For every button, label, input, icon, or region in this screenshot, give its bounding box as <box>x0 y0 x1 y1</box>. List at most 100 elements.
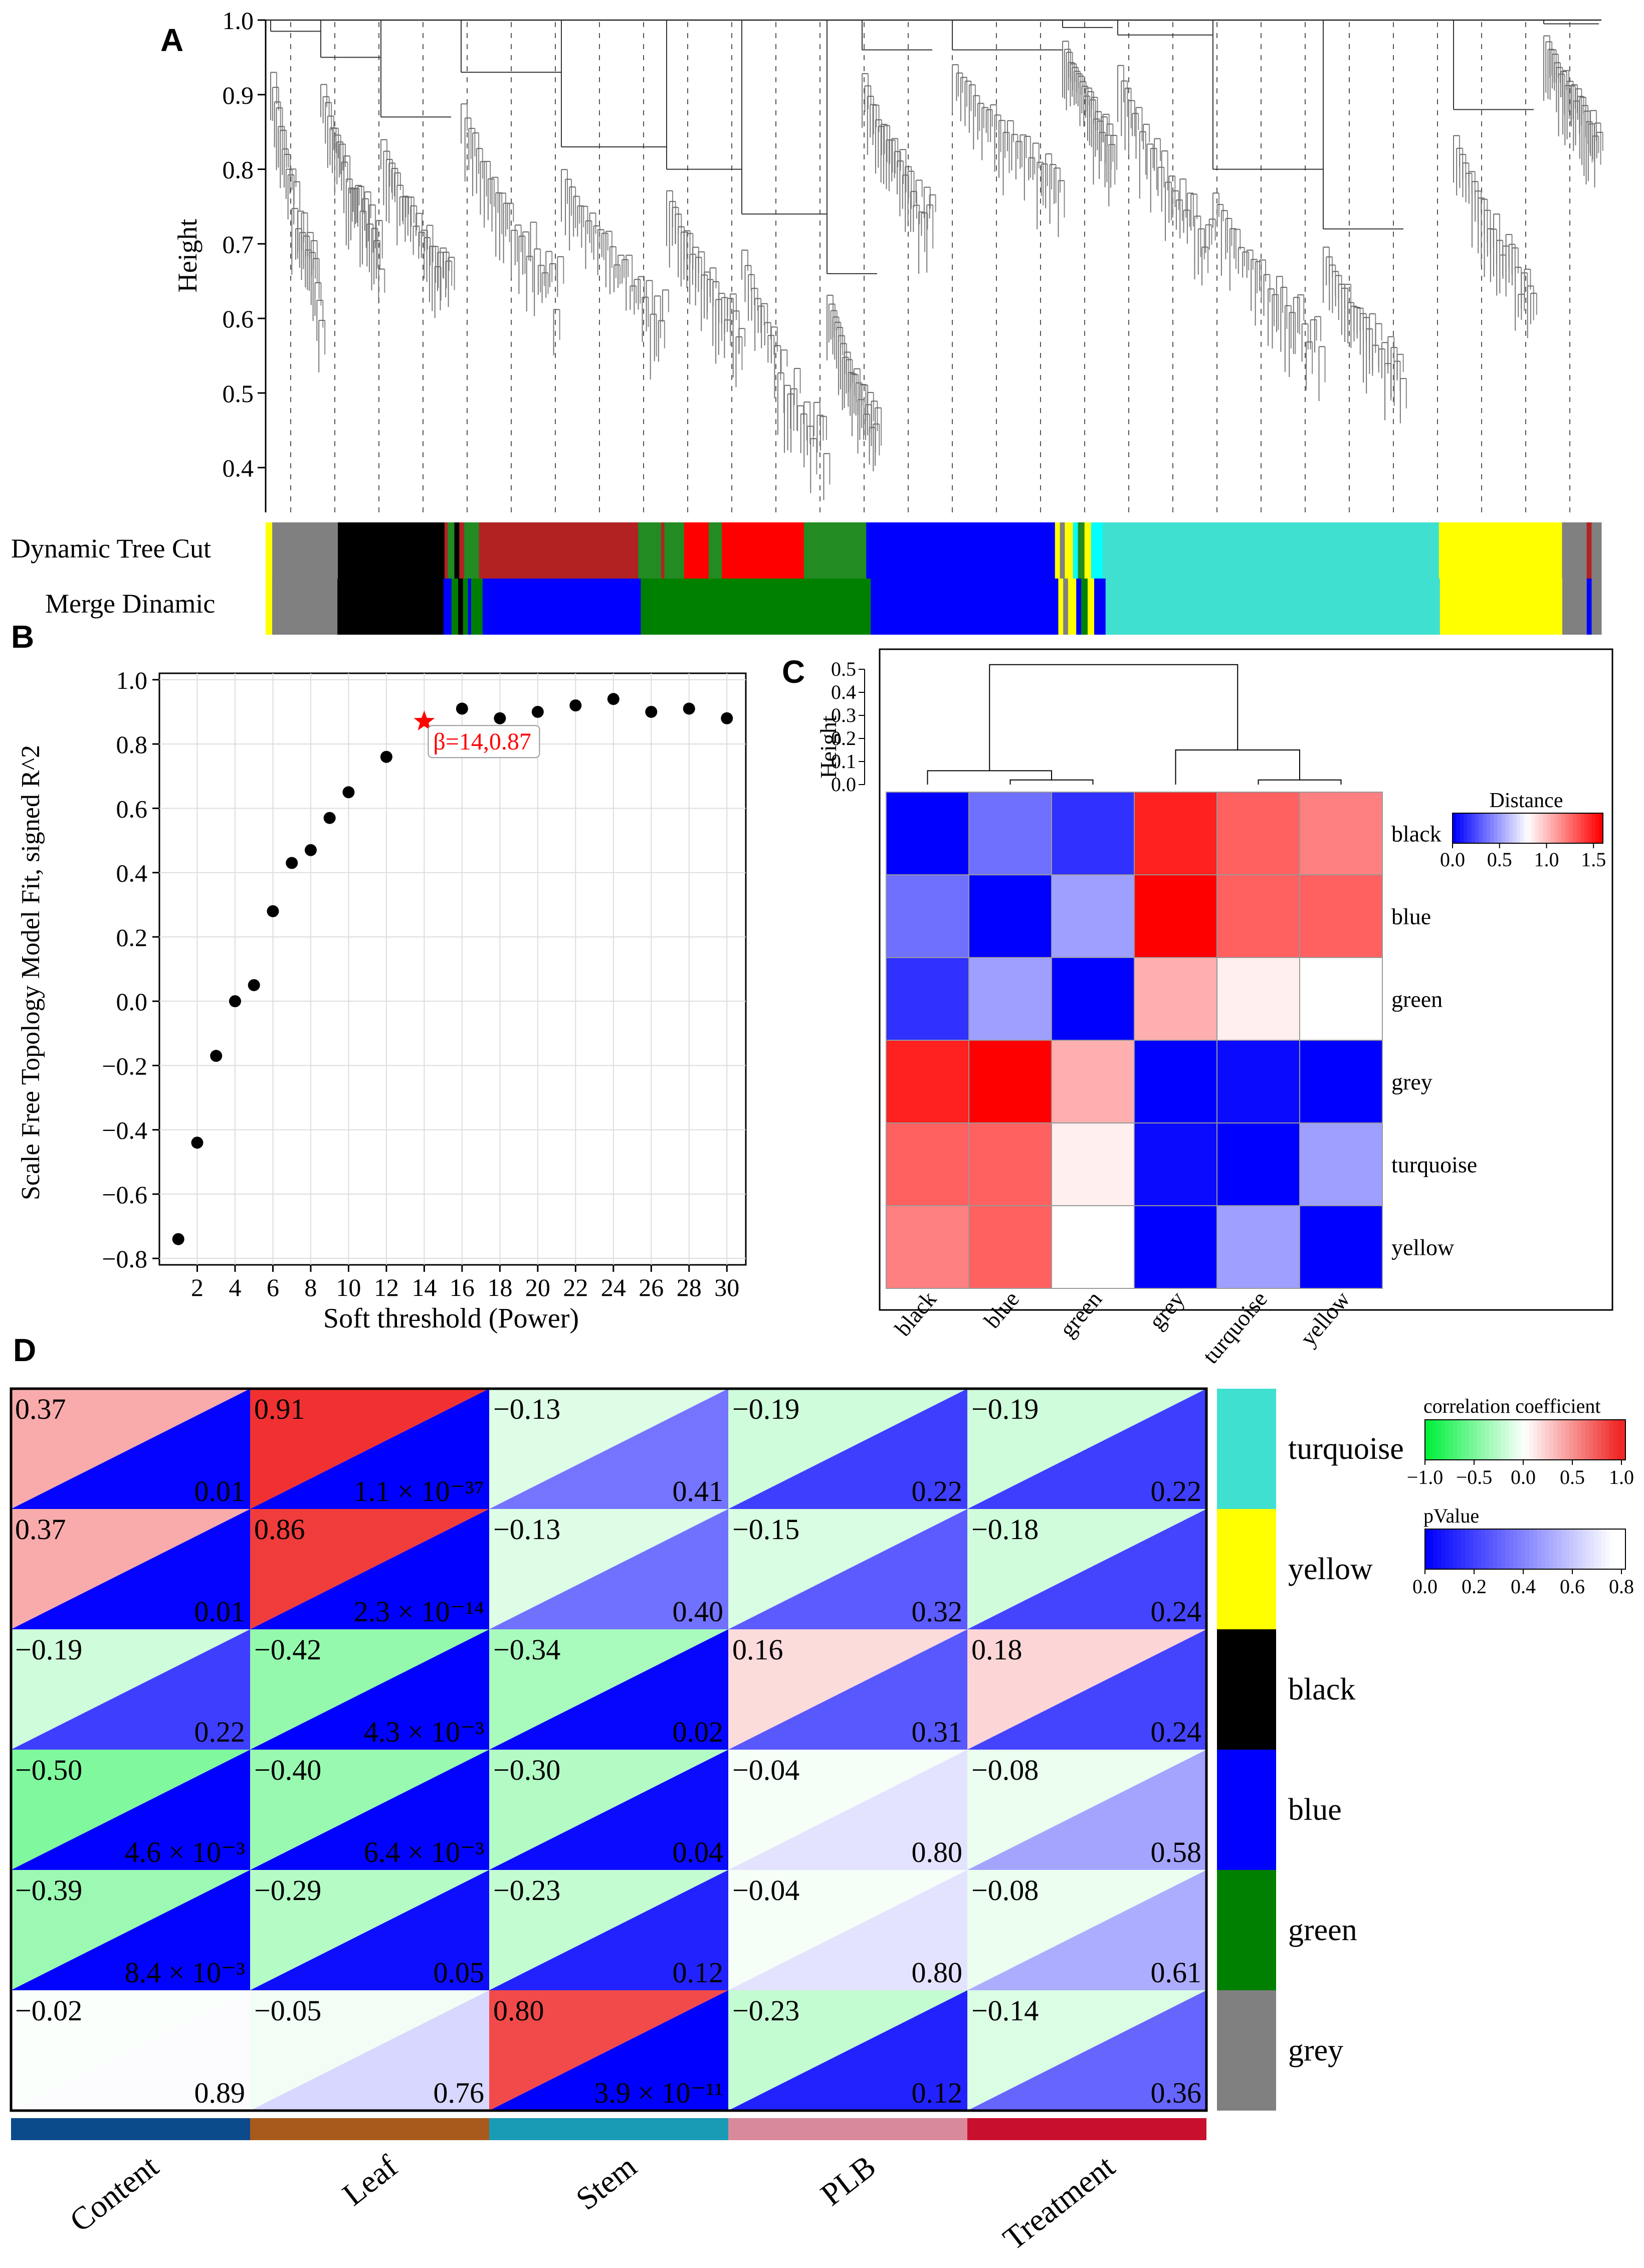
pvalue-legend-swatch <box>1449 1529 1454 1569</box>
pvalue-legend-tick-label: 0.0 <box>1412 1575 1437 1598</box>
dynamic-tree-cut-segment <box>1091 522 1103 579</box>
correlation-value: −0.08 <box>971 1754 1039 1786</box>
merge-dynamic-segment <box>1094 579 1106 635</box>
pvalue-legend-swatch <box>1605 1529 1610 1569</box>
correlation-legend-tick-label: −1.0 <box>1407 1466 1444 1488</box>
pvalue-legend-swatch <box>1597 1529 1602 1569</box>
module-label: turquoise <box>1288 1432 1404 1466</box>
scatter-y-tick-label: −0.2 <box>102 1052 147 1080</box>
correlation-value: −0.50 <box>15 1754 82 1786</box>
distance-legend-swatch <box>1561 813 1566 843</box>
correlation-legend-swatch <box>1553 1420 1558 1460</box>
trait-color-swatch <box>250 2118 489 2140</box>
pvalue-legend-swatch <box>1577 1529 1582 1569</box>
pvalue-legend-swatch <box>1461 1529 1466 1569</box>
pvalue-legend-swatch <box>1621 1529 1626 1569</box>
dynamic-tree-cut-segment <box>1073 522 1079 579</box>
module-label: blue <box>1288 1793 1342 1827</box>
correlation-legend-swatch <box>1573 1420 1578 1460</box>
pvalue-value: 4.6 × 10⁻³ <box>125 1836 245 1868</box>
trait-label: PLB <box>814 2148 882 2212</box>
distance-cell <box>1299 1040 1383 1123</box>
merge-dynamic-segment <box>1088 579 1095 635</box>
pvalue-triangle <box>250 1870 489 1990</box>
highlight-star-marker <box>414 710 435 730</box>
merge-dynamic-segment <box>443 579 452 635</box>
pvalue-legend-swatch <box>1601 1529 1606 1569</box>
correlation-legend-swatch <box>1541 1420 1546 1460</box>
merge-dynamic-segment <box>463 579 468 635</box>
distance-col-label: green <box>1054 1286 1107 1342</box>
distance-legend-swatch <box>1509 813 1513 843</box>
correlation-value: 0.86 <box>254 1513 305 1546</box>
correlation-legend-swatch <box>1457 1420 1462 1460</box>
dynamic-tree-cut-segment <box>272 522 338 579</box>
merge-dynamic-segment <box>451 579 459 635</box>
pvalue-triangle <box>728 1750 967 1870</box>
correlation-legend-swatch <box>1621 1420 1626 1460</box>
module-label: grey <box>1288 2033 1343 2067</box>
correlation-value: −0.40 <box>254 1754 321 1786</box>
module-label: black <box>1288 1672 1355 1707</box>
panel-label-a: A <box>160 22 183 58</box>
dendrogram-tick-label: 0.9 <box>223 81 254 109</box>
dynamic-tree-cut-segment <box>722 522 804 579</box>
merge-dynamic-segment <box>266 579 273 635</box>
dynamic-tree-cut-segment <box>1562 522 1587 579</box>
pvalue-triangle <box>11 1509 250 1629</box>
scatter-x-axis-label: Soft threshold (Power) <box>323 1303 579 1334</box>
distance-legend-swatch <box>1460 813 1465 843</box>
correlation-value: −0.08 <box>971 1874 1039 1907</box>
distance-cell <box>1299 1122 1383 1206</box>
scatter-x-tick-label: 6 <box>267 1273 279 1301</box>
distance-dendrogram-link <box>1009 779 1094 785</box>
pvalue-legend-swatch <box>1465 1529 1470 1569</box>
pvalue-triangle <box>11 1389 250 1509</box>
panel-c-distance-heatmap: Height 0.00.10.20.30.40.5 blackblackblue… <box>815 648 1613 1369</box>
pvalue-value: 1.1 × 10⁻³⁷ <box>354 1475 484 1507</box>
correlation-legend-swatch <box>1425 1420 1429 1460</box>
correlation-value: 0.80 <box>493 1994 544 2027</box>
distance-cell <box>1299 957 1383 1041</box>
pvalue-legend-title: pValue <box>1423 1504 1479 1527</box>
merge-dynamic-segment <box>1081 579 1088 635</box>
scatter-grid <box>159 673 746 1265</box>
pvalue-value: 3.9 × 10⁻¹¹ <box>594 2076 723 2109</box>
scatter-x-tick-label: 8 <box>304 1273 317 1301</box>
correlation-legend-swatch <box>1445 1420 1450 1460</box>
distance-legend-swatch <box>1576 813 1581 843</box>
correlation-legend-swatch <box>1509 1420 1514 1460</box>
pvalue-value: 0.12 <box>912 2076 963 2109</box>
distance-legend-swatch <box>1531 813 1536 843</box>
pvalue-legend-swatch <box>1525 1529 1530 1569</box>
distance-legend-swatch <box>1471 813 1476 843</box>
distance-cell <box>886 1205 969 1289</box>
distance-cell <box>968 1040 1052 1123</box>
distance-cell <box>968 1205 1052 1289</box>
pvalue-legend-swatch <box>1477 1529 1482 1569</box>
module-trait-cells: 0.37 0.01 0.91 1.1 × 10⁻³⁷ −0.13 0.41 −0.19 0.2… <box>11 1389 1206 2111</box>
distance-cell <box>1051 1122 1135 1206</box>
module-color-swatch <box>1217 1509 1276 1629</box>
distance-dendrogram-link <box>1175 749 1300 785</box>
pvalue-value: 0.24 <box>1151 1595 1202 1628</box>
distance-legend-swatch <box>1573 813 1577 843</box>
merge-dynamic-segment <box>1076 579 1082 635</box>
correlation-legend-swatch <box>1549 1420 1554 1460</box>
correlation-legend: correlation coefficient −1.0 −0.5 0.0 0.5 1.… <box>1407 1395 1634 1488</box>
correlation-legend-swatch <box>1489 1420 1494 1460</box>
pvalue-triangle <box>250 1990 489 2111</box>
distance-dendrogram-tick-label: 0.5 <box>831 658 856 680</box>
module-color-swatch <box>1217 1389 1276 1509</box>
dynamic-tree-cut-segment <box>684 522 709 579</box>
dynamic-tree-cut-segment <box>444 522 448 579</box>
module-color-swatch <box>1217 1629 1276 1750</box>
correlation-legend-swatch <box>1617 1420 1622 1460</box>
panel-label-c: C <box>782 654 805 690</box>
correlation-value: −0.15 <box>732 1513 799 1546</box>
pvalue-legend-swatch <box>1481 1529 1486 1569</box>
correlation-value: −0.19 <box>971 1393 1039 1425</box>
correlation-value: 0.91 <box>254 1393 305 1425</box>
dynamic-tree-cut-segment <box>661 522 665 579</box>
correlation-legend-swatch <box>1441 1420 1446 1460</box>
